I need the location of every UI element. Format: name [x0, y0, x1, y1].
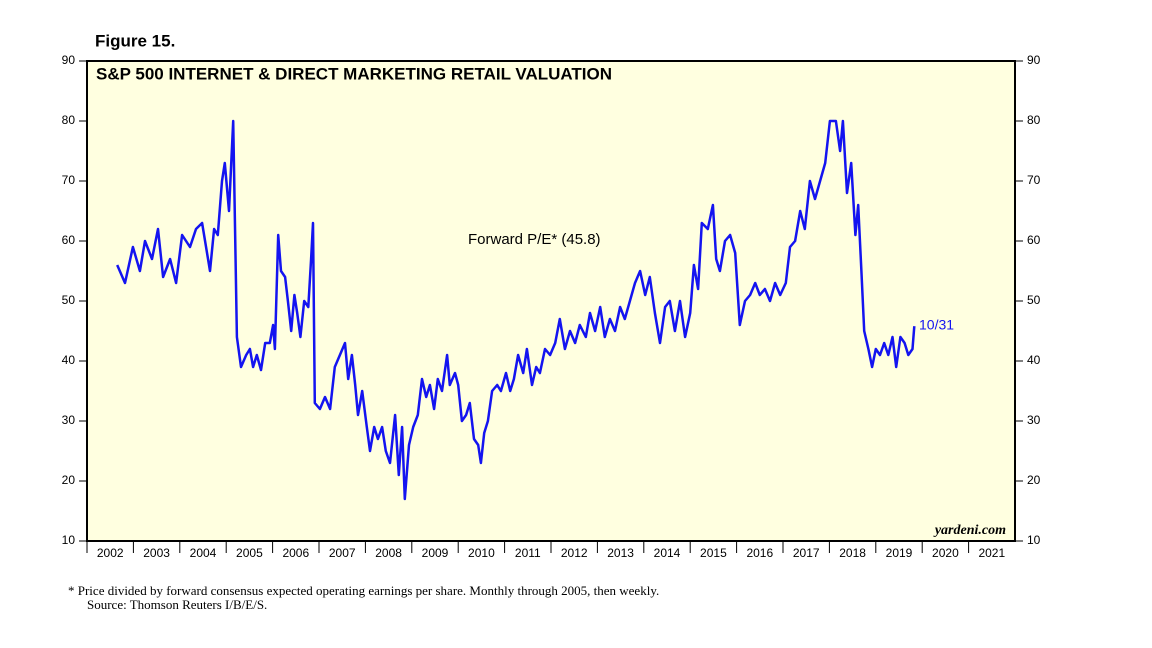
y-tick-label: 80 [62, 113, 76, 127]
chart-title: S&P 500 INTERNET & DIRECT MARKETING RETA… [96, 64, 612, 83]
x-tick-label: 2011 [515, 546, 541, 560]
plot-area [86, 60, 1016, 542]
y-tick-label: 60 [1027, 233, 1041, 247]
y-tick-label: 90 [62, 53, 76, 67]
x-tick-label: 2002 [97, 546, 124, 560]
x-tick-label: 2012 [561, 546, 588, 560]
x-tick-label: 2013 [607, 546, 634, 560]
y-tick-label: 20 [62, 473, 76, 487]
y-tick-label: 50 [1027, 293, 1041, 307]
y-tick-label: 90 [1027, 53, 1041, 67]
x-tick-label: 2008 [375, 546, 402, 560]
x-tick-label: 2020 [932, 546, 959, 560]
x-tick-label: 2007 [329, 546, 356, 560]
y-tick-label: 10 [62, 533, 76, 547]
y-tick-label: 80 [1027, 113, 1041, 127]
data-line [116, 119, 916, 501]
x-tick-label: 2006 [282, 546, 309, 560]
y-tick-label: 40 [62, 353, 76, 367]
series-label: Forward P/E* (45.8) [468, 231, 601, 248]
x-tick-label: 2010 [468, 546, 495, 560]
y-tick-label: 70 [62, 173, 76, 187]
x-tick-label: 2005 [236, 546, 263, 560]
x-tick-label: 2018 [839, 546, 866, 560]
x-tick-label: 2016 [746, 546, 773, 560]
x-tick-label: 2019 [886, 546, 913, 560]
y-tick-label: 40 [1027, 353, 1041, 367]
footnote: Source: Thomson Reuters I/B/E/S. [87, 597, 267, 612]
x-tick-label: 2015 [700, 546, 727, 560]
y-tick-label: 30 [62, 413, 76, 427]
source-mark: yardeni.com [933, 523, 1006, 538]
y-tick-label: 50 [62, 293, 76, 307]
y-tick-label: 10 [1027, 533, 1041, 547]
x-tick-label: 2021 [978, 546, 1005, 560]
x-tick-label: 2003 [143, 546, 170, 560]
footnote: * Price divided by forward consensus exp… [68, 583, 659, 598]
x-tick-label: 2004 [190, 546, 217, 560]
y-tick-label: 60 [62, 233, 76, 247]
x-tick-label: 2017 [793, 546, 820, 560]
x-tick-label: 2014 [654, 546, 681, 560]
y-tick-label: 30 [1027, 413, 1041, 427]
end-label: 10/31 [919, 317, 954, 333]
figure-label: Figure 15. [95, 31, 175, 50]
x-tick-label: 2009 [422, 546, 449, 560]
y-tick-label: 20 [1027, 473, 1041, 487]
y-tick-label: 70 [1027, 173, 1041, 187]
